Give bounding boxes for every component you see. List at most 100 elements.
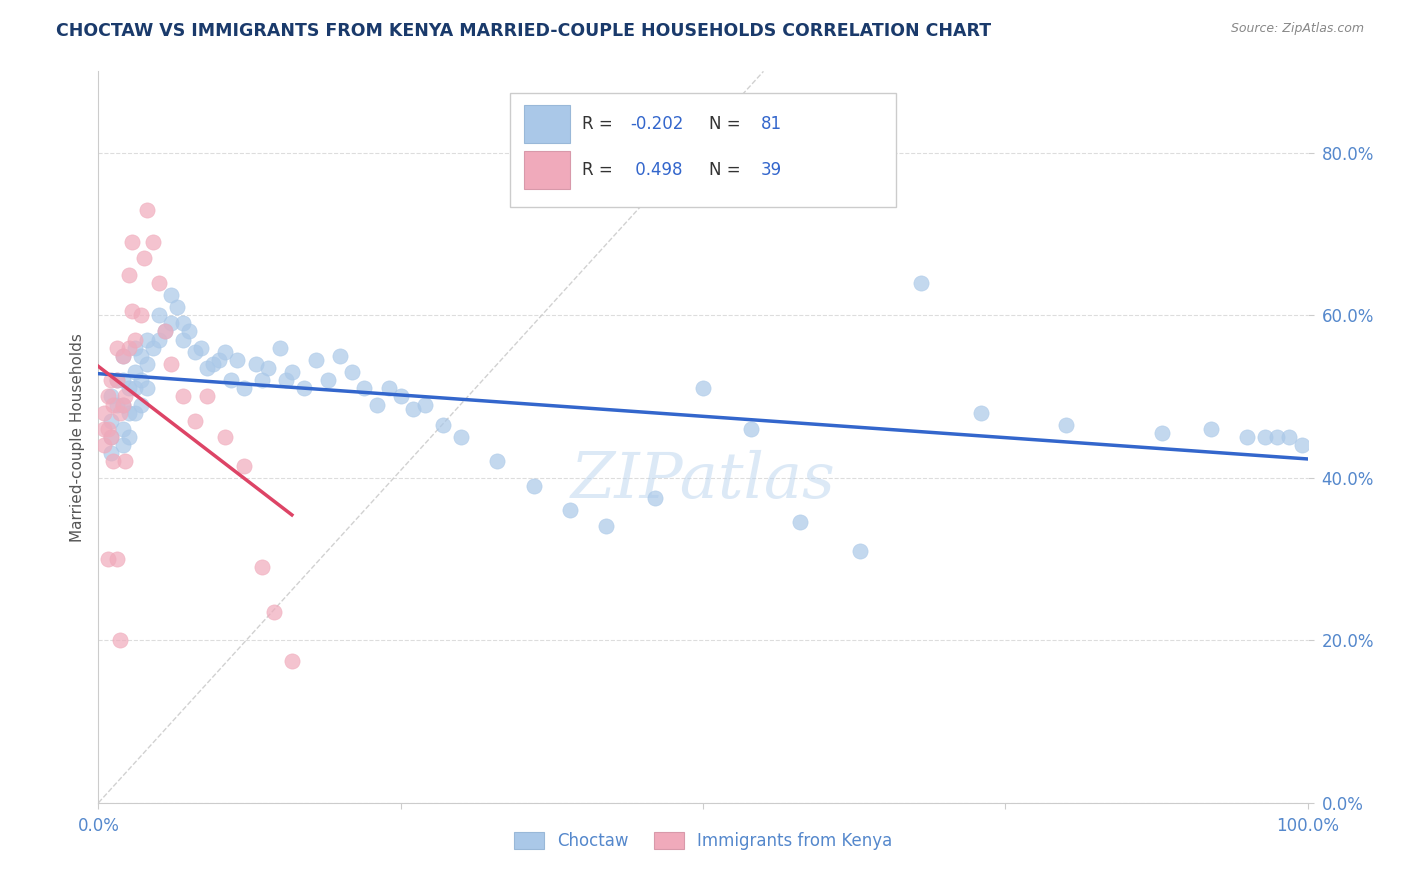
Text: N =: N =: [709, 115, 747, 133]
Point: [316, 373, 339, 387]
Point: [274, 373, 297, 387]
Point: [97, 552, 120, 566]
Point: [1278, 430, 1301, 444]
Point: [402, 401, 425, 416]
Text: ZIPatlas: ZIPatlas: [571, 450, 835, 512]
Point: [184, 344, 207, 359]
Point: [118, 341, 141, 355]
Point: [114, 454, 136, 468]
Point: [148, 308, 170, 322]
Point: [135, 202, 157, 217]
Point: [486, 454, 509, 468]
Point: [100, 430, 122, 444]
Point: [118, 430, 141, 444]
Point: [111, 398, 134, 412]
Text: 39: 39: [761, 161, 782, 179]
Point: [245, 357, 267, 371]
Text: -0.202: -0.202: [630, 115, 683, 133]
Point: [124, 365, 146, 379]
Point: [450, 430, 472, 444]
Point: [121, 235, 143, 249]
Point: [124, 406, 146, 420]
Point: [148, 276, 170, 290]
Point: [111, 438, 134, 452]
Point: [329, 349, 352, 363]
Text: R =: R =: [582, 115, 619, 133]
Point: [389, 389, 412, 403]
Point: [353, 381, 375, 395]
Point: [214, 430, 236, 444]
Point: [789, 516, 811, 530]
Point: [166, 300, 188, 314]
Point: [377, 381, 399, 395]
Point: [184, 414, 207, 428]
Point: [269, 341, 291, 355]
Point: [148, 333, 170, 347]
Point: [250, 560, 273, 574]
Point: [153, 325, 176, 339]
Point: [595, 519, 617, 533]
Point: [179, 325, 201, 339]
Point: [93, 406, 115, 420]
Point: [105, 373, 128, 387]
Point: [172, 316, 194, 330]
Point: [160, 288, 183, 302]
Point: [153, 325, 176, 339]
Point: [1254, 430, 1277, 444]
Point: [129, 373, 152, 387]
Point: [105, 341, 128, 355]
Point: [111, 349, 134, 363]
Text: 81: 81: [761, 115, 782, 133]
Point: [101, 454, 124, 468]
Point: [1199, 422, 1222, 436]
Point: [142, 341, 165, 355]
Text: N =: N =: [709, 161, 747, 179]
Point: [111, 373, 134, 387]
Point: [195, 389, 218, 403]
Point: [1152, 425, 1174, 440]
Bar: [524, 105, 569, 143]
Point: [111, 349, 134, 363]
Point: [1267, 430, 1289, 444]
Point: [100, 373, 122, 387]
Text: CHOCTAW VS IMMIGRANTS FROM KENYA MARRIED-COUPLE HOUSEHOLDS CORRELATION CHART: CHOCTAW VS IMMIGRANTS FROM KENYA MARRIED…: [56, 22, 991, 40]
Point: [849, 544, 872, 558]
Point: [118, 406, 141, 420]
Point: [118, 268, 141, 282]
Point: [172, 333, 194, 347]
Point: [740, 422, 762, 436]
Point: [100, 389, 122, 403]
Point: [232, 381, 254, 395]
Point: [121, 304, 143, 318]
Point: [124, 341, 146, 355]
Point: [111, 398, 134, 412]
Point: [232, 458, 254, 473]
Point: [135, 333, 157, 347]
Point: [105, 373, 128, 387]
Point: [692, 381, 714, 395]
Point: [172, 389, 194, 403]
Point: [281, 365, 304, 379]
Point: [263, 605, 285, 619]
Point: [105, 398, 128, 412]
Text: R =: R =: [582, 161, 619, 179]
Point: [208, 352, 231, 367]
Point: [101, 398, 124, 412]
Point: [93, 438, 115, 452]
Point: [142, 235, 165, 249]
Y-axis label: Married-couple Households: Married-couple Households: [69, 333, 84, 541]
Point: [93, 422, 115, 436]
Point: [432, 417, 454, 432]
Point: [129, 398, 152, 412]
Point: [644, 491, 666, 505]
Point: [342, 365, 364, 379]
Point: [129, 349, 152, 363]
Point: [221, 373, 243, 387]
Point: [160, 357, 183, 371]
Point: [100, 446, 122, 460]
Point: [281, 654, 304, 668]
Point: [523, 479, 546, 493]
Point: [124, 333, 146, 347]
Point: [413, 398, 436, 412]
Point: [214, 344, 236, 359]
